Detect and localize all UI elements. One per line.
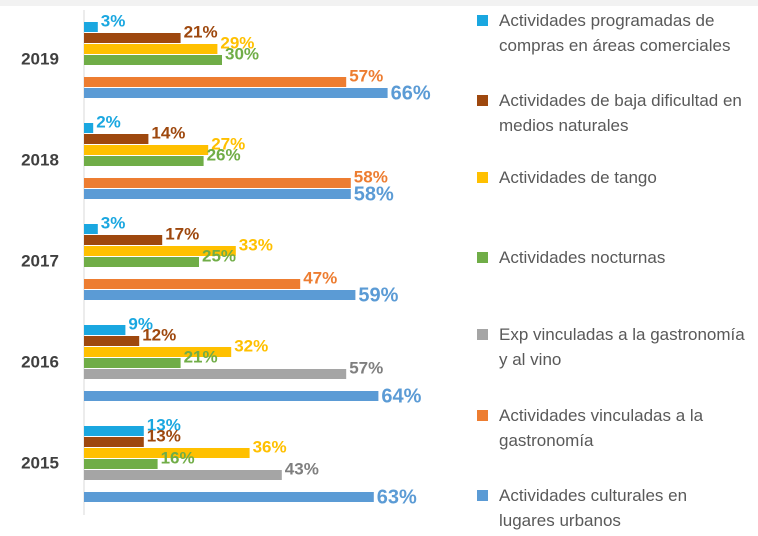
- legend-item: Actividades vinculadas a la gastronomía: [477, 403, 747, 453]
- bar: [84, 224, 98, 234]
- legend-swatch: [477, 15, 488, 26]
- data-label: 63%: [377, 486, 417, 508]
- data-label: 36%: [253, 437, 287, 456]
- data-label: 33%: [239, 235, 273, 254]
- legend-swatch: [477, 410, 488, 421]
- bar: [84, 470, 282, 480]
- data-label: 9%: [128, 314, 153, 333]
- bar: [84, 492, 374, 502]
- bar: [84, 459, 158, 469]
- y-tick-label: 2016: [21, 352, 59, 371]
- bar: [84, 22, 98, 32]
- data-label: 16%: [161, 448, 195, 467]
- legend-swatch: [477, 490, 488, 501]
- bar: [84, 336, 140, 346]
- bar: [84, 88, 388, 98]
- legend-label: Actividades de baja dificultad en medios…: [499, 91, 742, 135]
- data-label: 26%: [207, 145, 241, 164]
- data-label: 58%: [354, 167, 388, 186]
- data-label: 58%: [354, 183, 394, 205]
- bar: [84, 145, 209, 155]
- data-label: 30%: [225, 44, 259, 63]
- legend-item: Actividades de tango: [477, 165, 747, 190]
- bar: [84, 290, 356, 300]
- legend-label: Actividades programadas de compras en ár…: [499, 11, 731, 55]
- legend-item: Actividades de baja dificultad en medios…: [477, 88, 747, 138]
- bar: [84, 246, 236, 256]
- legend-item: Actividades nocturnas: [477, 245, 747, 270]
- data-label: 13%: [147, 415, 181, 434]
- legend-item: Actividades culturales en lugares urbano…: [477, 483, 747, 533]
- y-tick-label: 2018: [21, 150, 59, 169]
- data-label: 3%: [101, 213, 126, 232]
- data-label: 27%: [211, 134, 245, 153]
- bar: [84, 279, 301, 289]
- bar: [84, 33, 181, 43]
- bar: [84, 358, 181, 368]
- data-label: 47%: [303, 268, 337, 287]
- y-tick-label: 2017: [21, 251, 59, 270]
- bar: [84, 55, 222, 65]
- data-label: 59%: [358, 284, 398, 306]
- legend-label: Actividades nocturnas: [499, 248, 666, 267]
- data-label: 2%: [96, 112, 121, 131]
- data-label: 43%: [285, 459, 319, 478]
- bar: [84, 189, 351, 199]
- bar: [84, 426, 144, 436]
- bar: [84, 325, 126, 335]
- bar: [84, 235, 163, 245]
- data-label: 12%: [142, 325, 176, 344]
- bar: [84, 391, 379, 401]
- bar: [84, 178, 351, 188]
- data-label: 13%: [147, 426, 181, 445]
- legend-label: Actividades vinculadas a la gastronomía: [499, 406, 704, 450]
- legend-label: Actividades culturales en lugares urbano…: [499, 486, 688, 530]
- bar: [84, 134, 149, 144]
- data-label: 32%: [234, 336, 268, 355]
- legend-swatch: [477, 329, 488, 340]
- bar: [84, 257, 199, 267]
- bar: [84, 156, 204, 166]
- data-label: 57%: [349, 66, 383, 85]
- data-label: 25%: [202, 246, 236, 265]
- bar: [84, 369, 347, 379]
- data-label: 17%: [165, 224, 199, 243]
- legend-swatch: [477, 95, 488, 106]
- legend-label: Exp vinculadas a la gastronomía y al vin…: [499, 325, 745, 369]
- bar: [84, 437, 144, 447]
- bar: [84, 77, 347, 87]
- y-tick-label: 2019: [21, 49, 59, 68]
- legend-item: Exp vinculadas a la gastronomía y al vin…: [477, 322, 747, 372]
- y-tick-label: 2015: [21, 453, 59, 472]
- legend-label: Actividades de tango: [499, 168, 657, 187]
- bar: [84, 347, 232, 357]
- bar: [84, 448, 250, 458]
- data-label: 14%: [151, 123, 185, 142]
- legend-item: Actividades programadas de compras en ár…: [477, 8, 747, 58]
- bar: [84, 123, 94, 133]
- data-label: 64%: [381, 385, 421, 407]
- legend-swatch: [477, 172, 488, 183]
- data-label: 21%: [184, 347, 218, 366]
- data-label: 66%: [391, 82, 431, 104]
- data-label: 29%: [220, 33, 254, 52]
- top-band: [0, 0, 758, 6]
- bar: [84, 44, 218, 54]
- data-label: 21%: [184, 22, 218, 41]
- data-label: 57%: [349, 358, 383, 377]
- data-label: 3%: [101, 11, 126, 30]
- legend-swatch: [477, 252, 488, 263]
